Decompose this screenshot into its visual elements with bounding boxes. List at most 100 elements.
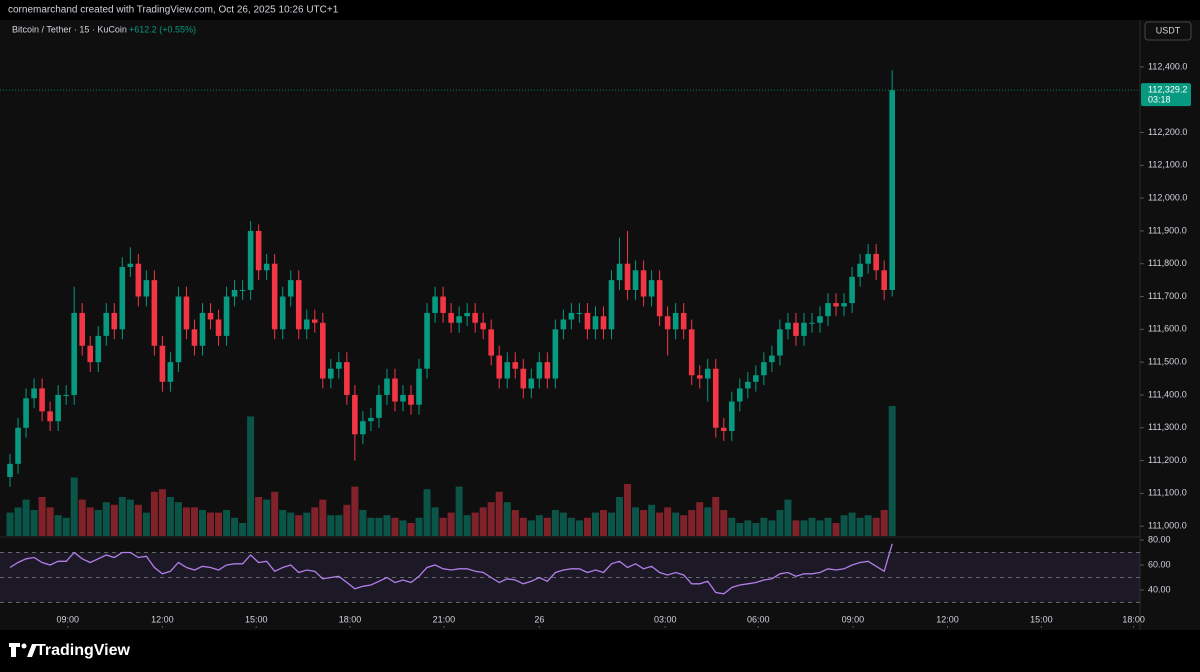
- y-tick-label: 111,500.0: [1148, 357, 1187, 367]
- volume-bar: [880, 510, 888, 536]
- volume-bar: [792, 520, 800, 536]
- y-tick-label: 111,000.0: [1148, 521, 1187, 531]
- candle-body: [584, 312, 591, 330]
- x-tick-label: 06:00: [747, 614, 770, 624]
- candle-body: [440, 296, 446, 313]
- volume-bar: [431, 507, 439, 536]
- volume-bar: [166, 497, 174, 536]
- volume-bar: [22, 499, 30, 536]
- candle-body: [352, 394, 358, 435]
- candle-body: [311, 319, 318, 323]
- volume-bar: [559, 512, 567, 536]
- candle-body: [223, 296, 230, 336]
- candle-body: [279, 296, 286, 330]
- candle-body: [159, 345, 166, 382]
- candle-body: [7, 463, 13, 477]
- volume-bar: [808, 517, 816, 536]
- candle-body: [592, 316, 599, 330]
- currency[interactable]: USDT: [1156, 25, 1181, 35]
- y-tick-label: 112,100.0: [1148, 160, 1187, 170]
- candle-body: [600, 316, 607, 330]
- candle-body: [255, 230, 262, 271]
- candle-body: [263, 263, 270, 271]
- candle-body: [632, 270, 639, 290]
- volume-bar: [319, 499, 327, 536]
- volume-bar: [471, 512, 479, 536]
- candle-body: [199, 312, 206, 346]
- y-tick-label: 111,100.0: [1148, 488, 1187, 498]
- volume-bar: [840, 515, 848, 536]
- candle-body: [247, 230, 254, 290]
- candle-body: [319, 322, 326, 379]
- y-tick-label: 112,400.0: [1148, 61, 1187, 71]
- volume-bar: [632, 507, 640, 536]
- volume-bar: [30, 510, 38, 536]
- currency-button[interactable]: [1144, 21, 1192, 41]
- candle-body: [704, 368, 711, 379]
- volume-bar: [287, 512, 295, 536]
- attribution: cornemarchand created with TradingView.c…: [8, 5, 339, 16]
- volume-bar: [207, 512, 215, 536]
- top-bar: [0, 0, 1200, 20]
- candle-body: [103, 312, 110, 336]
- volume-bar: [118, 497, 126, 536]
- volume-bar: [439, 517, 447, 536]
- candle-body: [777, 329, 783, 356]
- volume-bar: [656, 512, 664, 536]
- candle-body: [769, 355, 775, 363]
- volume-bar: [599, 510, 607, 536]
- candle-body: [424, 312, 430, 369]
- volume-bar: [872, 517, 880, 536]
- volume-bar: [608, 512, 616, 536]
- volume-bar: [126, 499, 134, 536]
- volume-bar: [14, 507, 22, 536]
- candle-body: [472, 312, 478, 323]
- volume-bar: [720, 510, 728, 536]
- candle-body: [512, 362, 519, 369]
- candle-body: [696, 375, 703, 379]
- volume-bar: [303, 512, 311, 536]
- candle-body: [568, 312, 575, 320]
- volume-bar: [495, 491, 503, 536]
- volume-bar: [215, 512, 223, 536]
- volume-bar: [816, 520, 824, 536]
- candle-body: [801, 322, 807, 336]
- x-tick-label: 12:00: [151, 614, 174, 624]
- y-tick-label: 112,200.0: [1148, 127, 1187, 137]
- candle-body: [504, 362, 511, 379]
- candle-body: [688, 329, 695, 376]
- y-tick-label: 111,700.0: [1148, 291, 1187, 301]
- volume-bar: [543, 517, 551, 536]
- candle-body: [817, 316, 823, 323]
- candle-body: [865, 253, 871, 264]
- x-tick-label: 03:00: [654, 614, 677, 624]
- last-price: 112,329.2: [1148, 85, 1187, 95]
- volume-bar: [567, 517, 575, 536]
- volume-bar: [744, 520, 752, 536]
- candle-body: [368, 417, 374, 422]
- volume-bar: [728, 517, 736, 536]
- candle-body: [360, 421, 366, 435]
- x-tick-label: 09:00: [842, 614, 865, 624]
- volume-bar: [327, 515, 335, 536]
- candle-body: [496, 355, 503, 379]
- candle-body: [183, 296, 190, 330]
- volume-bar: [375, 517, 383, 536]
- candle-body: [143, 280, 150, 297]
- x-tick-label: 18:00: [1122, 614, 1145, 624]
- candle-body: [728, 401, 735, 432]
- candle-body: [31, 388, 37, 399]
- candle-body: [833, 303, 839, 307]
- volume-bar: [359, 510, 367, 536]
- volume-bar: [198, 510, 206, 536]
- volume-bar: [78, 499, 86, 536]
- volume-bar: [150, 491, 158, 536]
- volume-bar: [134, 504, 142, 536]
- candle-body: [87, 345, 94, 363]
- volume-bar: [527, 520, 535, 536]
- volume-bar: [784, 499, 792, 536]
- volume-bar: [391, 517, 399, 536]
- y-tick-label: 112,000.0: [1148, 192, 1187, 202]
- volume-bar: [455, 486, 463, 536]
- volume-bar: [343, 504, 351, 536]
